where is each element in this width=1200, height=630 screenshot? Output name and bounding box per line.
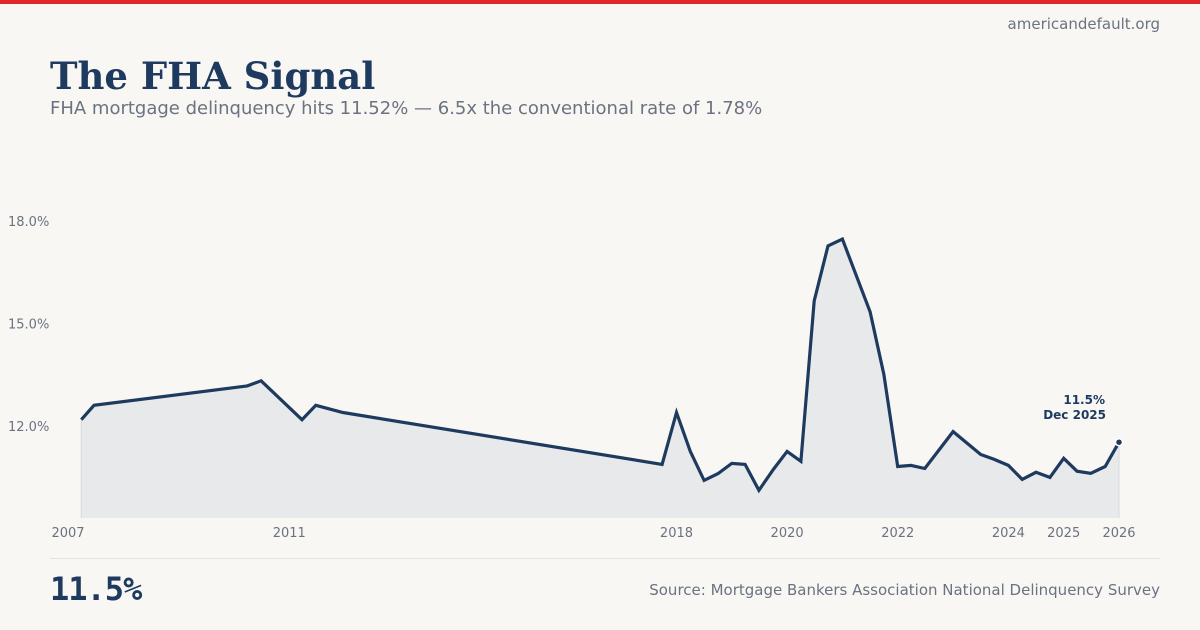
y-tick-label: 18.0%: [8, 215, 49, 230]
footer-divider: [50, 558, 1160, 559]
series-line: [80, 236, 1121, 494]
x-tick-label: 2022: [881, 526, 914, 541]
latest-point-marker: [1114, 437, 1124, 447]
x-axis-ticks: 2007 2011 2018 2020 2022 2024 2025 2026: [51, 526, 1135, 541]
series-area-fill: [81, 239, 1119, 518]
annotation-date: Dec 2025: [1043, 408, 1106, 422]
delinquency-chart: 12.0%15.0%18.0% 11.5% Dec 2025 2007 2011 2…: [8, 215, 1136, 541]
x-tick-label: 2025: [1047, 526, 1080, 541]
source-note: Source: Mortgage Bankers Association Nat…: [649, 581, 1160, 599]
x-tick-label: 2020: [771, 526, 804, 541]
annotation-value: 11.5%: [1063, 393, 1105, 407]
page-title: The FHA Signal: [50, 54, 376, 98]
x-tick-label: 2018: [660, 526, 693, 541]
x-tick-label: 2011: [273, 526, 306, 541]
x-tick-label: 2024: [992, 526, 1025, 541]
accent-top-bar: [0, 0, 1200, 4]
x-tick-label: 2007: [51, 526, 84, 541]
big-stat: 11.5%: [50, 570, 142, 608]
x-tick-label: 2026: [1102, 526, 1135, 541]
page-subtitle: FHA mortgage delinquency hits 11.52% — 6…: [50, 98, 763, 119]
y-tick-label: 15.0%: [8, 317, 49, 332]
y-tick-label: 12.0%: [8, 420, 49, 435]
site-name: americandefault.org: [1007, 15, 1160, 33]
y-axis-ticks: 12.0% 15.0% 18.0%: [8, 215, 49, 435]
